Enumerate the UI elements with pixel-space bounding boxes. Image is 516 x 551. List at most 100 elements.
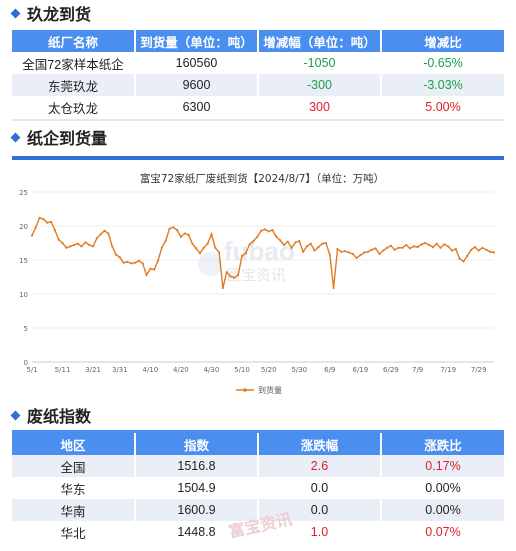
x-tick-label: 5/11 [55,366,71,374]
data-point [370,248,373,251]
data-points [30,216,496,289]
region-cell: 华北 [12,521,136,543]
data-point [477,249,480,252]
data-point [450,249,454,252]
data-point [393,248,396,251]
table-row: 全国 1516.8 2.6 0.17% [12,455,504,477]
data-point [72,243,76,247]
data-point [309,242,312,245]
watermark-logo-icon [198,252,222,276]
data-point [470,248,473,251]
x-tick-label: 7/9 [412,366,423,374]
diamond-bullet-icon [10,410,21,420]
data-point [447,245,450,248]
data-point [351,252,354,255]
amount-cell: 6300 [135,96,259,118]
data-point [256,235,259,238]
ratio-cell: 0.17% [381,455,504,477]
table-row: 东莞玖龙 9600 -300 -3.03% [12,74,504,96]
chart-svg: fubao 富宝资讯 富宝72家纸厂废纸到货【2024/8/7】（单位：万吨） … [19,172,496,395]
legend-label: 到货量 [258,385,282,395]
data-point [271,229,274,232]
data-point [240,254,244,257]
data-point [374,247,377,250]
data-point [397,246,400,249]
y-tick-label: 15 [19,257,28,265]
data-point [50,220,53,223]
y-tick-label: 5 [24,325,28,333]
data-point [466,254,469,257]
x-tick-label: 3/21 [85,366,101,374]
change-cell: -300 [258,74,382,96]
data-point [286,240,289,243]
y-tick-label: 25 [19,189,28,197]
column-header: 纸厂名称 [12,30,136,52]
data-point [118,256,121,259]
data-point [321,242,324,245]
amount-cell: 160560 [135,52,259,74]
data-point [424,241,427,245]
data-point [443,243,446,246]
data-point [260,229,263,232]
data-point [389,244,392,247]
data-point [305,245,308,248]
data-point [42,218,45,221]
watermark-text: 富宝资讯 [226,266,286,284]
data-point [405,243,408,247]
data-point [336,248,339,251]
data-point [328,253,331,256]
data-point [149,267,152,270]
legend-marker-icon [243,388,247,392]
arrival-line-chart: fubao 富宝资讯 富宝72家纸厂废纸到货【2024/8/7】（单位：万吨） … [12,156,504,400]
ratio-cell: 5.00% [381,96,504,118]
data-point [80,245,83,248]
data-point [279,239,282,242]
change-cell: 0.0 [258,477,382,499]
data-point [481,246,484,249]
data-point [485,248,488,251]
table-header-row: 地区 指数 涨跌幅 涨跌比 [12,433,504,455]
region-cell: 华东 [12,477,136,499]
data-point [344,250,347,253]
data-point [340,250,343,253]
table-bottom-divider [12,119,504,121]
data-point [168,227,171,230]
data-point [355,256,358,260]
table-row: 全国72家样本纸企 160560 -1050 -0.65% [12,52,504,74]
data-point [439,246,442,249]
data-point [386,246,389,249]
ratio-cell: 0.00% [381,477,504,499]
data-point [473,246,476,249]
ratio-cell: 0.07% [381,521,504,543]
section-title-jiulong: 玖龙到货 [8,2,91,24]
mill-name-cell: 全国72家样本纸企 [12,52,136,74]
table-row: 太仓玖龙 6300 300 5.00% [12,96,504,118]
data-point [57,238,60,241]
data-point [275,235,278,238]
y-tick-label: 0 [24,359,28,367]
data-point [492,251,496,254]
index-cell: 1448.8 [135,521,259,543]
data-point [408,247,412,250]
change-cell: 0.0 [258,499,382,521]
section-title-text: 废纸指数 [27,409,92,426]
data-point [84,241,87,244]
column-header: 增减比 [381,30,504,52]
data-point [412,245,415,248]
column-header: 到货量（单位：吨） [135,30,259,52]
change-cell: 1.0 [258,521,382,543]
amount-cell: 9600 [135,74,259,96]
data-point [164,239,167,243]
data-point [347,251,350,254]
column-header: 地区 [12,433,136,455]
column-header: 涨跌比 [381,433,504,455]
section-title-text: 玖龙到货 [27,7,92,24]
x-tick-label: 5/10 [234,366,250,374]
data-point [198,252,202,255]
x-tick-label: 5/20 [261,366,277,374]
data-point [88,243,91,247]
data-point [218,251,221,254]
data-point [248,243,251,246]
x-tick-label: 7/19 [440,366,456,374]
chart-legend: 到货量 [236,385,282,395]
